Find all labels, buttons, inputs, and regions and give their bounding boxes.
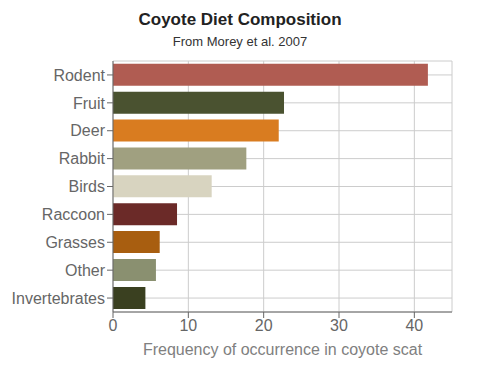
svg-text:Grasses: Grasses [45, 234, 105, 251]
html-text:From Morey et al. 2007: From Morey et al. 2007 [172, 34, 308, 49]
svg-text:30: 30 [330, 317, 348, 334]
svg-text:0: 0 [109, 317, 118, 334]
svg-text:Frequency of occurrence in coy: Frequency of occurrence in coyote scat [143, 341, 423, 358]
svg-text:Fruit: Fruit [73, 95, 106, 112]
svg-text:Birds: Birds [69, 178, 105, 195]
svg-text:Rodent: Rodent [53, 67, 105, 84]
svg-text:Raccoon: Raccoon [42, 206, 105, 223]
html-text:Coyote Diet Composition: Coyote Diet Composition [138, 10, 342, 29]
svg-text:Deer: Deer [70, 122, 105, 139]
svg-text:10: 10 [179, 317, 197, 334]
svg-text:40: 40 [405, 317, 423, 334]
svg-text:Other: Other [65, 262, 106, 279]
svg-text:20: 20 [255, 317, 273, 334]
svg-text:Invertebrates: Invertebrates [12, 290, 105, 307]
svg-text:Rabbit: Rabbit [59, 150, 106, 167]
